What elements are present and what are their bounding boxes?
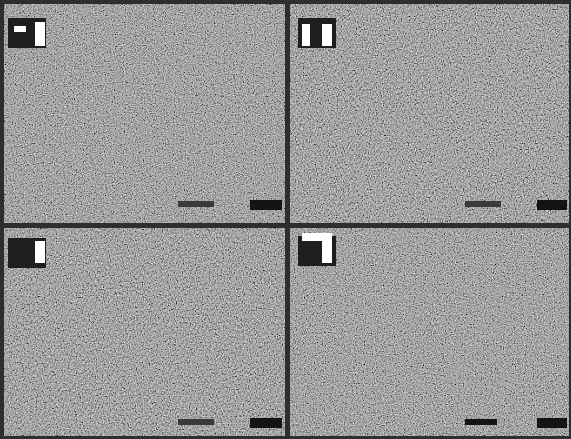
marker [35,22,45,46]
scale-bar [465,419,497,425]
scale-bar [178,419,214,425]
label-box [537,418,567,428]
marker [35,241,45,263]
marker [322,233,332,263]
page: (() => { const data = JSON.parse(documen… [0,0,571,439]
label-box [250,200,282,210]
scale-bar [465,201,501,207]
scale-bar [178,201,214,207]
marker [302,24,310,46]
marker [14,26,26,32]
marker [322,24,332,46]
image-panel [4,228,285,436]
image-panel [4,4,285,223]
label-box [537,200,567,210]
label-box [250,418,282,428]
image-grid [0,0,571,439]
